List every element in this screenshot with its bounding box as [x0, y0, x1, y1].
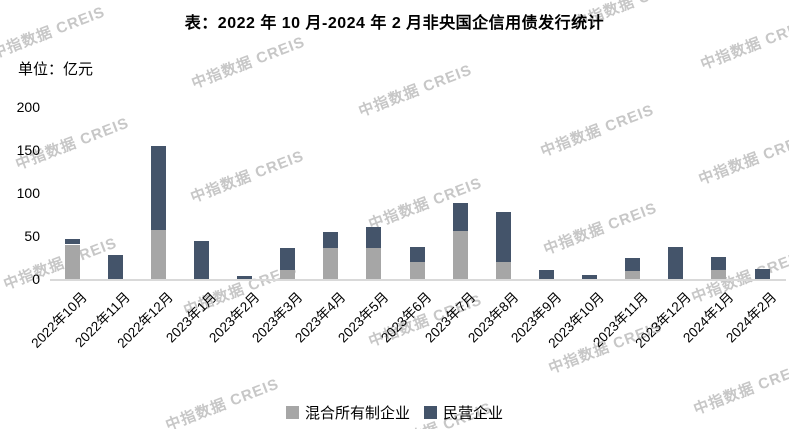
bar-segment-private — [668, 247, 684, 279]
bar-segment-private — [538, 269, 554, 279]
legend-swatch-mixed-ownership — [285, 406, 299, 419]
y-tick-label: 50 — [24, 227, 40, 244]
bar-segment-private — [582, 274, 597, 279]
unit-label: 单位：亿元 — [18, 61, 94, 78]
legend-label-private: 民营企业 — [443, 405, 504, 422]
bar-segment-mixed-ownership — [64, 244, 80, 279]
bar-segment-mixed-ownership — [366, 247, 382, 279]
bar-segment-mixed-ownership — [495, 261, 511, 279]
bar-segment-private — [64, 239, 80, 245]
bar-segment-private — [754, 268, 770, 279]
bar-segment-private — [711, 257, 727, 270]
bar-segment-private — [237, 275, 252, 279]
bar-segment-private — [625, 258, 641, 272]
bar-segment-private — [107, 254, 123, 279]
legend-label-mixed-ownership: 混合所有制企业 — [304, 405, 410, 422]
bar-segment-private — [495, 211, 511, 262]
bar-segment-mixed-ownership — [409, 261, 425, 279]
y-tick-label: 150 — [16, 141, 40, 158]
bar-segment-mixed-ownership — [280, 270, 296, 279]
bar-segment-private — [452, 203, 468, 231]
legend: 混合所有制企业 民营企业 — [0, 402, 789, 423]
bar-segment-private — [366, 227, 382, 248]
y-tick-label: 200 — [16, 98, 40, 115]
bar-segment-private — [193, 241, 209, 279]
bar-segment-private — [280, 247, 296, 271]
chart-title: 表：2022 年 10 月-2024 年 2 月非央国企信用债发行统计 — [184, 15, 605, 32]
bar-segment-mixed-ownership — [711, 269, 727, 279]
bar-segment-private — [150, 146, 166, 230]
y-tick-label: 100 — [16, 184, 40, 201]
bar-segment-mixed-ownership — [323, 247, 339, 279]
y-tick-label: 0 — [32, 271, 40, 287]
x-axis-line — [50, 279, 786, 281]
legend-swatch-private — [424, 406, 437, 419]
bar-segment-private — [323, 232, 339, 248]
bar-segment-mixed-ownership — [625, 271, 641, 279]
bar-segment-mixed-ownership — [150, 229, 166, 279]
bar-segment-mixed-ownership — [452, 230, 468, 279]
bar-segment-private — [409, 247, 425, 262]
